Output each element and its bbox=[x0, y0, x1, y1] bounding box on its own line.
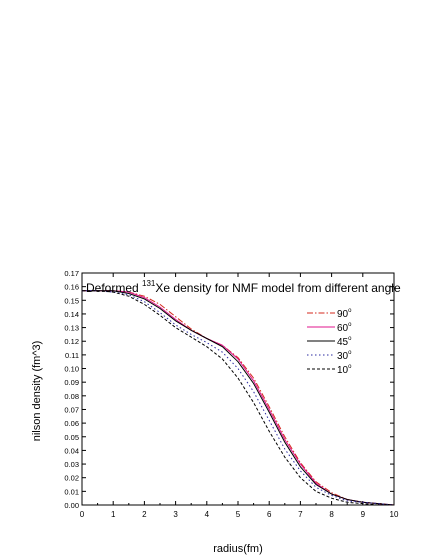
x-tick-label: 7 bbox=[298, 510, 303, 519]
y-tick-label: 0.03 bbox=[64, 460, 79, 469]
series-line-30 bbox=[82, 290, 395, 506]
legend-label-30: 30o bbox=[337, 350, 352, 362]
x-tick-label: 8 bbox=[329, 510, 334, 519]
y-tick-label: 0.11 bbox=[65, 351, 79, 360]
legend-label-45: 45o bbox=[337, 336, 352, 348]
y-tick-label: 0.16 bbox=[64, 283, 79, 292]
x-axis-label: radius(fm) bbox=[213, 543, 263, 555]
x-tick-label: 1 bbox=[111, 510, 116, 519]
legend-label-10: 10o bbox=[337, 364, 352, 376]
y-tick-label: 0.09 bbox=[64, 378, 79, 387]
x-tick-label: 3 bbox=[173, 510, 178, 519]
chart-title: Deformed 131Xe density for NMF model fro… bbox=[86, 279, 401, 295]
y-tick-label: 0.13 bbox=[64, 324, 79, 333]
y-tick-label: 0.15 bbox=[64, 296, 79, 305]
y-tick-label: 0.00 bbox=[64, 501, 79, 510]
series-line-10 bbox=[82, 290, 394, 506]
y-axis-label: nilson density (fm^3) bbox=[31, 341, 43, 442]
chart-title-superscript: 131 bbox=[142, 279, 156, 288]
x-tick-label: 0 bbox=[80, 510, 85, 519]
x-tick-label: 9 bbox=[361, 510, 366, 519]
legend-label-90: 90o bbox=[337, 308, 352, 320]
y-tick-label: 0.04 bbox=[64, 446, 79, 455]
y-tick-label: 0.05 bbox=[64, 433, 79, 442]
x-tick-label: 6 bbox=[267, 510, 272, 519]
x-tick-label: 5 bbox=[236, 510, 241, 519]
y-tick-label: 0.10 bbox=[64, 365, 79, 374]
legend-label-60: 60o bbox=[337, 322, 352, 334]
y-tick-label: 0.01 bbox=[64, 487, 79, 496]
chart-title-suffix: Xe density for NMF model from different … bbox=[155, 281, 401, 295]
y-tick-label: 0.17 bbox=[64, 269, 79, 278]
y-tick-label: 0.12 bbox=[64, 337, 79, 346]
chart-title-prefix: Deformed bbox=[86, 281, 142, 295]
x-tick-label: 2 bbox=[142, 510, 147, 519]
x-tick-label: 10 bbox=[390, 510, 399, 519]
series-line-45 bbox=[82, 290, 395, 506]
y-tick-label: 0.14 bbox=[64, 310, 79, 319]
x-tick-label: 4 bbox=[205, 510, 210, 519]
y-tick-label: 0.06 bbox=[64, 419, 79, 428]
y-tick-label: 0.08 bbox=[64, 392, 79, 401]
y-tick-label: 0.07 bbox=[64, 405, 79, 414]
y-tick-label: 0.02 bbox=[64, 474, 79, 483]
